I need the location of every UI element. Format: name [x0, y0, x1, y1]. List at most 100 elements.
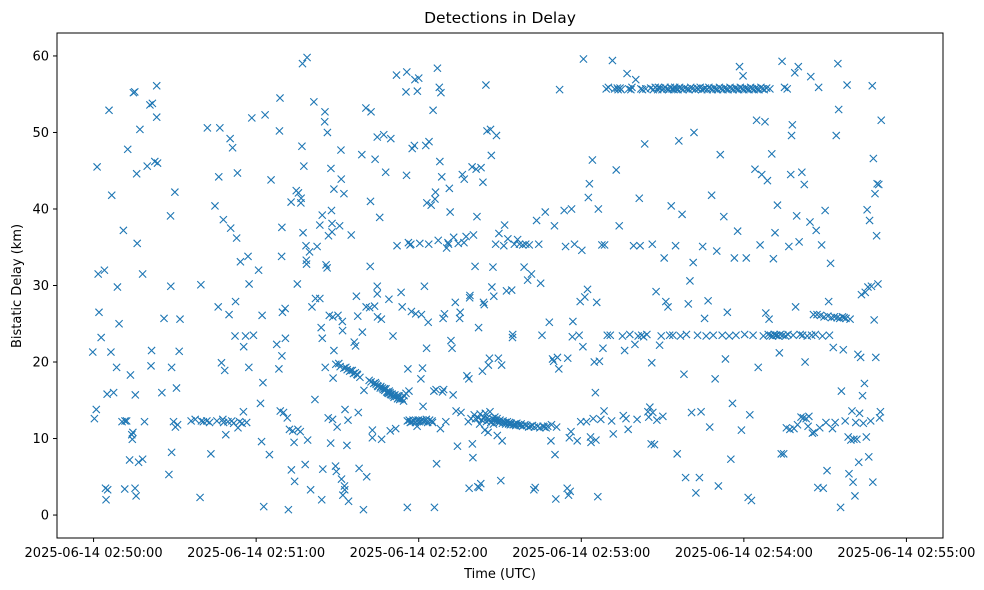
data-point	[138, 455, 147, 464]
data-point	[525, 240, 534, 249]
data-point	[552, 423, 561, 432]
data-point	[676, 332, 685, 340]
data-point	[233, 169, 242, 178]
data-point	[370, 302, 379, 311]
data-point	[332, 467, 341, 476]
data-point	[428, 418, 437, 427]
data-point	[737, 426, 746, 435]
data-point	[635, 194, 644, 203]
data-point	[817, 240, 826, 249]
data-point	[357, 150, 366, 159]
data-point	[693, 331, 702, 340]
data-point	[424, 240, 433, 249]
data-point	[821, 418, 830, 427]
data-point	[776, 330, 785, 339]
data-point	[167, 448, 176, 457]
data-point	[788, 120, 797, 129]
data-point	[468, 162, 477, 171]
data-point	[808, 429, 817, 438]
data-point	[520, 420, 529, 429]
data-point	[812, 226, 821, 235]
data-point	[429, 106, 438, 115]
data-point	[290, 438, 299, 447]
data-point	[465, 484, 474, 493]
data-point	[97, 333, 106, 342]
data-point	[336, 146, 345, 155]
data-point	[478, 178, 487, 187]
data-point	[494, 354, 503, 363]
data-point	[128, 428, 137, 437]
data-point	[561, 242, 570, 251]
data-point	[135, 125, 144, 134]
data-point	[618, 332, 627, 340]
y-tick-label: 0	[41, 509, 49, 524]
data-point	[404, 387, 413, 396]
data-point	[487, 151, 496, 160]
data-point	[366, 197, 375, 206]
data-point	[790, 68, 799, 77]
data-point	[830, 312, 839, 321]
data-point	[379, 130, 388, 139]
data-point	[663, 302, 672, 311]
data-point	[823, 466, 832, 475]
data-point	[391, 424, 400, 433]
data-point	[843, 81, 852, 90]
data-point	[231, 297, 240, 306]
data-point	[606, 331, 615, 340]
data-point	[442, 244, 451, 252]
data-point	[318, 465, 327, 474]
data-point	[456, 408, 465, 417]
data-point	[318, 334, 327, 343]
data-point	[591, 388, 600, 397]
data-point	[169, 417, 178, 426]
data-point	[132, 491, 141, 500]
data-point	[709, 331, 718, 340]
data-point	[818, 332, 827, 340]
data-point	[721, 354, 730, 363]
data-point	[313, 242, 322, 251]
data-point	[499, 241, 508, 250]
data-point	[221, 430, 230, 439]
data-point	[754, 363, 763, 372]
data-point	[553, 353, 562, 362]
data-point	[704, 296, 713, 305]
data-point	[302, 241, 310, 250]
data-point	[438, 387, 447, 396]
data-point	[294, 188, 303, 197]
data-point	[328, 415, 337, 424]
data-point	[778, 57, 787, 66]
data-point	[277, 223, 286, 232]
data-point	[418, 364, 427, 373]
data-point	[773, 201, 782, 210]
data-point	[148, 99, 157, 108]
data-point	[267, 175, 276, 184]
data-point	[347, 231, 356, 239]
data-point	[760, 117, 769, 126]
data-point	[609, 429, 618, 438]
data-point	[536, 279, 545, 288]
data-point	[402, 68, 411, 77]
data-point	[797, 168, 806, 177]
data-point	[575, 331, 584, 340]
data-point	[636, 241, 645, 250]
data-point	[472, 165, 481, 174]
data-point	[196, 493, 205, 502]
data-point	[730, 253, 739, 262]
data-point	[328, 219, 337, 228]
data-point	[496, 476, 505, 485]
data-point	[827, 313, 836, 322]
data-point	[320, 117, 329, 126]
data-point	[239, 342, 248, 351]
data-point	[541, 208, 550, 217]
data-point	[622, 414, 630, 423]
data-point	[439, 314, 448, 323]
data-point	[702, 332, 711, 340]
data-point	[105, 106, 114, 115]
data-point	[723, 308, 732, 317]
data-point	[486, 125, 495, 134]
data-point	[761, 309, 770, 318]
data-point	[293, 279, 302, 288]
data-point	[870, 315, 879, 324]
data-point	[532, 216, 541, 225]
data-point	[415, 239, 424, 248]
